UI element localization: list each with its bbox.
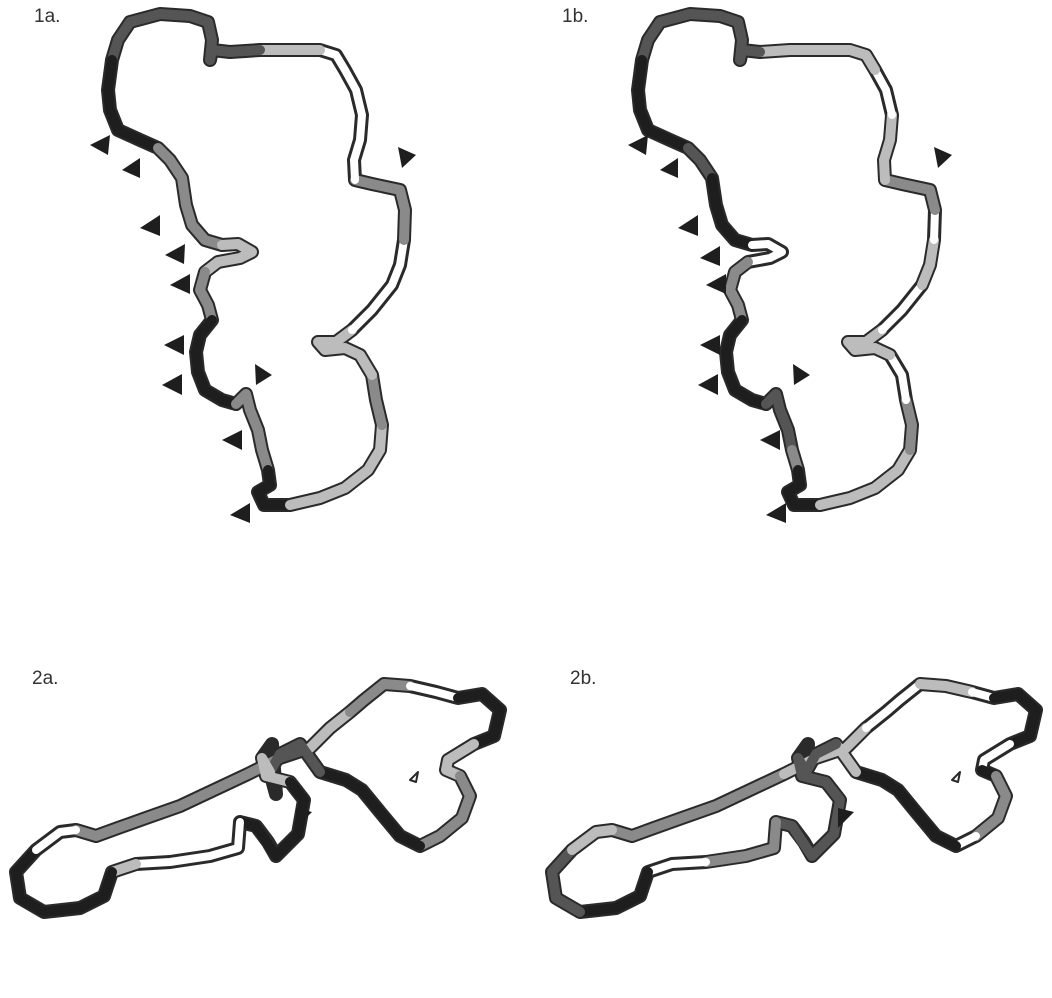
panel-label-1b: 1b.	[562, 6, 589, 27]
panel-2b: 2b.	[540, 640, 1052, 998]
island-outline-2b	[545, 677, 1043, 919]
island-outline-1b	[628, 7, 952, 523]
panel-1a: 1a.	[0, 0, 520, 540]
arrowhead-markers	[838, 808, 854, 828]
arrowhead-markers	[90, 135, 416, 523]
panel-1b: 1b.	[540, 0, 1052, 540]
arrowhead-markers	[296, 808, 312, 828]
island-outline-2a	[9, 677, 507, 919]
panel-label-1a: 1a.	[34, 6, 61, 27]
arrowhead-markers	[628, 135, 952, 523]
panel-label-2b: 2b.	[570, 668, 597, 689]
island-outline-1a	[90, 7, 416, 523]
panel-2a: 2a.	[0, 640, 520, 998]
panel-label-2a: 2a.	[32, 668, 59, 689]
